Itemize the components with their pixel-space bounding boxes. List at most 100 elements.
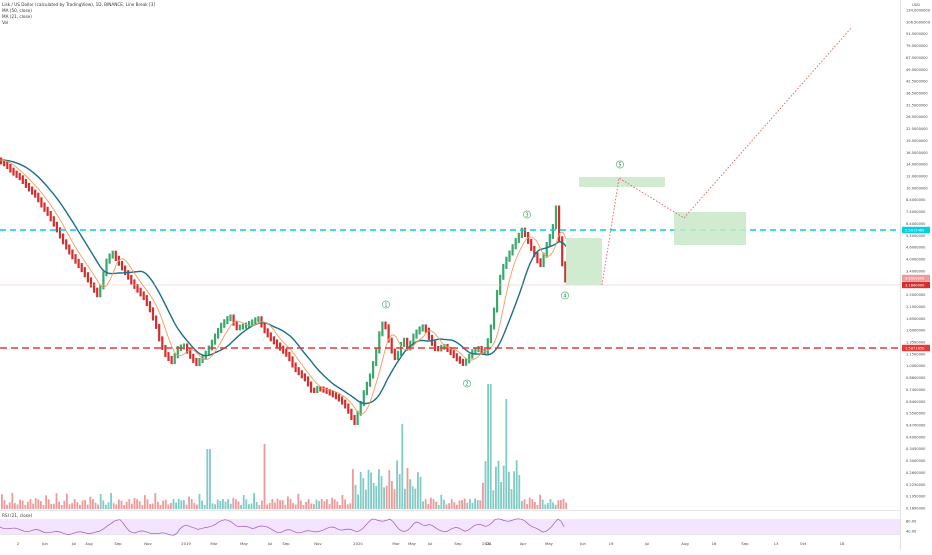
volume-bar [190, 499, 193, 509]
candle [434, 340, 437, 351]
time-axis-label: Jul [267, 541, 273, 546]
volume-bar [497, 460, 500, 509]
wave-label-1: 1 [384, 302, 387, 308]
price-badge [902, 226, 930, 234]
candle [347, 403, 350, 414]
candle [492, 307, 496, 330]
volume-bar [255, 502, 258, 509]
volume-bar [383, 487, 385, 509]
price-badge [902, 344, 930, 352]
volume-bar [79, 504, 81, 509]
time-axis-label: Mar [392, 541, 400, 546]
volume-bar [86, 504, 89, 509]
candle [381, 321, 384, 337]
volume-bar [463, 498, 466, 509]
candle [111, 250, 114, 259]
volume-bar [487, 384, 489, 509]
volume-bar [445, 504, 448, 509]
candle [313, 387, 316, 393]
candle [127, 270, 130, 280]
candle [192, 353, 195, 363]
candle [31, 186, 34, 195]
symbol-title[interactable]: Lisk / US Dollar (calculated by TradingV… [2, 2, 155, 7]
candle [486, 338, 489, 355]
volume-bar [294, 504, 297, 509]
volume-bar [84, 500, 86, 509]
price-unit-label: USD [912, 3, 920, 7]
price-tick-label: 79.5000000 [906, 44, 928, 48]
rsi-tick-label: 80.00 [906, 519, 917, 523]
volume-bar [393, 489, 396, 509]
volume-legend[interactable]: Vol [2, 20, 9, 25]
volume-bar [300, 500, 302, 509]
price-tick-label: 8.4000000 [906, 198, 926, 202]
volume-bar [479, 500, 482, 509]
candle [269, 332, 272, 342]
volume-bar [250, 503, 253, 509]
price-badge [902, 274, 930, 282]
candle [511, 244, 514, 256]
volume-bar [240, 505, 242, 509]
candle [294, 362, 297, 373]
candle [415, 329, 418, 339]
volume-bar [261, 500, 263, 509]
volume-bar [508, 471, 510, 509]
volume-bar [349, 503, 352, 509]
rsi-legend[interactable]: RSI (21, close) [2, 513, 33, 518]
candle [130, 274, 133, 285]
volume-bar [458, 500, 461, 509]
candle [517, 232, 520, 244]
ma21-legend[interactable]: MA (21, close) [2, 14, 32, 19]
candle [62, 233, 65, 245]
candle [263, 322, 266, 334]
volume-bar [396, 460, 398, 509]
volume-bar [271, 499, 274, 509]
price-badge-label: 3.8600000 [905, 276, 925, 280]
volume-bar [510, 489, 513, 509]
time-axis-label: Aug [681, 541, 689, 546]
volume-bar [34, 498, 37, 509]
volume-bar [315, 499, 318, 509]
volume-bar [102, 500, 105, 509]
volume-bar [248, 504, 250, 509]
volume-bar [29, 499, 32, 509]
wave-label-2: 2 [465, 381, 468, 387]
candle [167, 352, 170, 361]
candle [68, 244, 71, 255]
candle [96, 287, 99, 298]
time-axis-label: 2021 [482, 541, 492, 546]
volume-bar [401, 424, 404, 509]
candle [520, 227, 523, 238]
volume-bar [461, 500, 463, 509]
candle [74, 254, 77, 264]
volume-bar [177, 498, 180, 509]
volume-bar [14, 503, 16, 509]
volume-bar [53, 503, 55, 509]
volume-bar [172, 499, 175, 509]
time-axis-label: Jun [579, 541, 587, 546]
volume-bar [63, 500, 66, 509]
volume-bar [562, 498, 565, 509]
wave-marker [382, 300, 390, 309]
candle [148, 301, 151, 313]
volume-bar [274, 502, 276, 509]
volume-bar [440, 494, 443, 509]
ma50-legend[interactable]: MA (50, close) [2, 8, 32, 13]
candle [533, 245, 536, 258]
volume-bar [352, 469, 354, 509]
candle [322, 386, 325, 393]
price-tick-label: 5.4000000 [906, 234, 926, 238]
rsi-line [0, 518, 565, 536]
main-pane [0, 0, 900, 510]
candle [142, 291, 145, 301]
price-tick-label: 106.5000000 [906, 20, 931, 24]
price-badge-label: 1.5871650 [905, 346, 925, 350]
price-tick-label: 22.5000000 [906, 127, 928, 131]
time-axis-label: May [408, 541, 417, 546]
volume-bar [419, 476, 422, 509]
wave-marker [523, 210, 531, 219]
candle [254, 317, 257, 325]
candle [173, 353, 176, 365]
